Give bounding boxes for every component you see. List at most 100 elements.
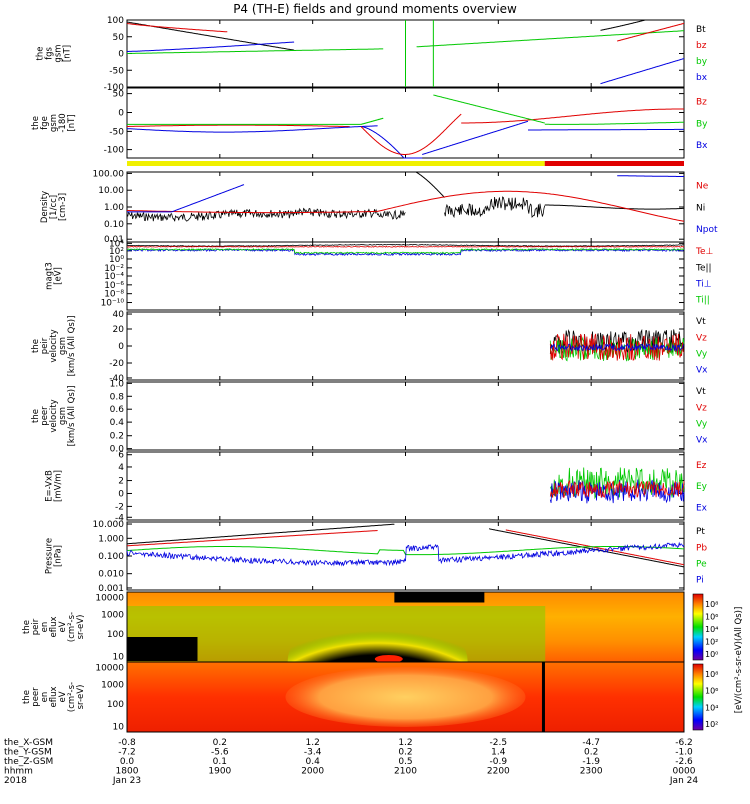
electron-spectrogram-gap [541, 662, 545, 732]
legend-Vz: Vz [696, 333, 707, 343]
y-axis-label: gsm [58, 337, 68, 355]
series-bx [127, 41, 295, 52]
series-Bx [422, 120, 529, 155]
legend-bx: bx [696, 73, 708, 83]
xaxis-value: -4.7 [582, 738, 600, 748]
y-tick-label: 0.010 [98, 570, 124, 580]
panel-frame [126, 381, 685, 451]
y-axis-label: peer [40, 406, 50, 426]
legend-Vy: Vy [696, 420, 708, 430]
series-Ez [549, 479, 685, 498]
colorbar-tick-label: 10⁶ [705, 613, 718, 622]
legend-Pb: Pb [696, 543, 707, 553]
legend-By: By [696, 119, 708, 129]
series-Ti|| [126, 248, 685, 255]
xaxis-value: 1900 [208, 767, 231, 777]
series-Te⊥ [126, 245, 685, 248]
y-tick-label: 10⁻⁸ [104, 290, 124, 300]
y-tick-label: 100 [107, 630, 124, 640]
legend-Ex: Ex [696, 503, 708, 513]
xaxis-value: 1800 [116, 767, 139, 777]
series-by [416, 30, 685, 48]
y-axis-label: gsm [54, 44, 64, 62]
panel-frame [126, 451, 685, 521]
y-tick-label: -20 [109, 359, 124, 369]
xaxis-value: 0.0 [120, 757, 135, 767]
panel-10: 10000 1000 100 10 the peer en eflux eV (cm²-s-sr-… [22, 661, 718, 733]
series-Ni [444, 196, 546, 219]
y-tick-label: -4 [115, 513, 124, 523]
y-tick-label: 6 [118, 451, 124, 461]
legend-Vy: Vy [696, 350, 708, 360]
y-axis-label: -180 [58, 113, 68, 132]
y-axis-label: eflux [49, 616, 59, 637]
series-By [544, 121, 684, 125]
y-axis-label: the [31, 116, 41, 130]
y-tick-label: 10000 [95, 664, 124, 674]
xaxis-value: 0.5 [398, 757, 412, 767]
series-Ne [127, 190, 685, 222]
xaxis-value: -2.6 [675, 757, 693, 767]
colorbar-tick-label: 10⁰ [705, 650, 718, 659]
y-axis-label: gsm [58, 407, 68, 425]
xaxis-value: 0.4 [306, 757, 321, 767]
y-tick-label: -2 [115, 502, 124, 512]
colorbar-tick-label: 10⁸ [705, 670, 718, 679]
xaxis-date-end: Jan 24 [669, 776, 698, 786]
legend-Pe: Pe [696, 560, 707, 570]
y-axis-label: fgs [45, 47, 55, 60]
xaxis-value: 0.2 [398, 748, 412, 758]
y-axis-label: Density [40, 191, 50, 223]
y-tick-label: 10⁻¹⁰ [101, 299, 125, 309]
y-tick-label: 1000 [101, 610, 124, 620]
y-tick-label: 100 [107, 700, 124, 710]
xaxis-value: 0.2 [584, 748, 598, 758]
y-axis-label: velocity [49, 399, 59, 432]
y-tick-label: 0.2 [110, 432, 124, 442]
y-tick-label: 1.000 [98, 534, 124, 544]
series-Ni [126, 207, 406, 222]
y-axis-label: the [22, 690, 32, 704]
series-Pi [126, 541, 685, 567]
xaxis-value: 2100 [394, 767, 417, 777]
xaxis-value: 1.2 [306, 738, 320, 748]
legend-Vx: Vx [696, 366, 708, 376]
y-tick-label: 1.0 [110, 379, 125, 389]
series-Pb [505, 529, 685, 566]
legend-Pi: Pi [696, 576, 704, 586]
panel-frame [126, 87, 685, 159]
xaxis-value: -0.8 [118, 738, 136, 748]
y-tick-label: -100 [104, 146, 125, 156]
xaxis-value: 2000 [301, 767, 324, 777]
y-axis-label: E=-VxB [45, 470, 55, 502]
legend-Ey: Ey [696, 482, 708, 492]
xaxis-value: 2300 [580, 767, 603, 777]
plot-title: P4 (TH-E) fields and ground moments over… [233, 2, 517, 16]
panel-8: 10.000 1.000 0.100 0.010 0.001 Pressure [nPa] P… [45, 520, 708, 594]
y-tick-label: 4 [118, 463, 124, 473]
legend-Te||: Te|| [695, 263, 712, 273]
legend-Ne: Ne [696, 181, 709, 191]
y-tick-label: 10⁰ [109, 255, 124, 265]
legend-by: by [696, 57, 708, 67]
xaxis-row-label: hhmm [4, 767, 33, 777]
colorbar-tick-label: 10² [705, 638, 718, 647]
series-bx [600, 58, 685, 85]
legend-bz: bz [696, 41, 707, 51]
legend-Npot: Npot [696, 225, 718, 235]
colorbar-tick-label: 10⁴ [705, 625, 718, 634]
series-Bx [360, 126, 423, 159]
series-bz [127, 22, 228, 33]
series-Bt [600, 19, 684, 31]
y-tick-label: 10⁻² [104, 264, 124, 274]
y-axis-label: fge [40, 116, 50, 130]
series-By [360, 117, 384, 125]
colorbar [692, 593, 704, 661]
y-axis-label: [eV] [54, 267, 64, 285]
series-Vy [549, 336, 685, 362]
xaxis-value: -0.9 [490, 757, 508, 767]
panel-6: 1.0 0.8 0.6 0.4 0.2 0.0 the peer velocity gsm [km/… [31, 379, 708, 454]
ion-spectrogram-gap [394, 592, 485, 603]
y-tick-label: 10 [113, 722, 125, 732]
